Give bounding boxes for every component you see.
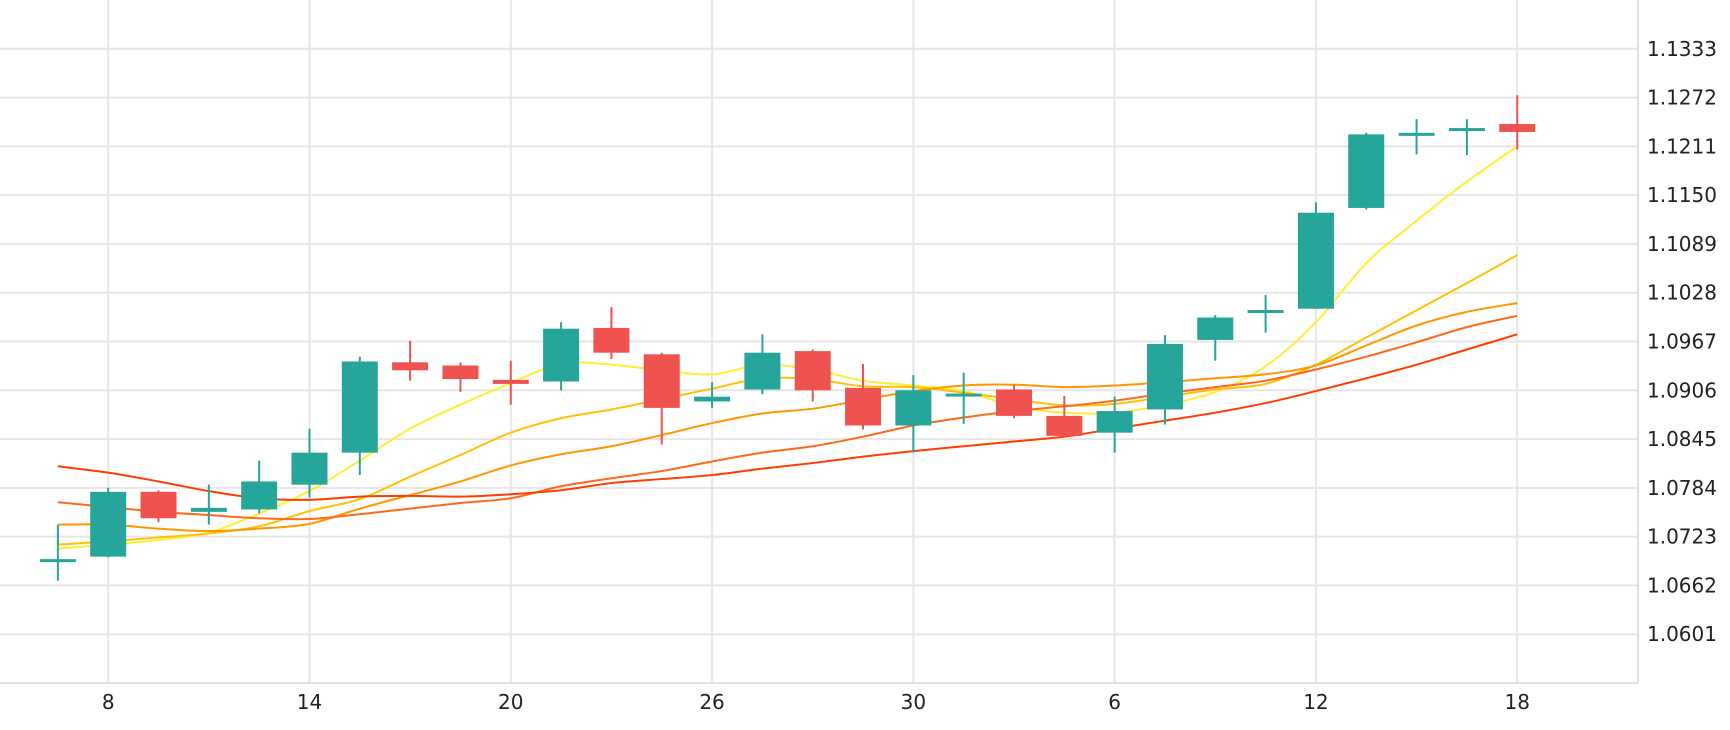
candle — [593, 307, 630, 360]
candle-body — [744, 352, 781, 390]
candle-body — [694, 396, 731, 402]
candle-body — [1499, 123, 1536, 132]
candle-body — [1297, 212, 1334, 309]
x-tick-label: 26 — [699, 690, 724, 714]
candle-body — [1398, 132, 1435, 136]
candle — [241, 460, 278, 514]
candle — [140, 490, 177, 523]
axes — [0, 0, 1639, 684]
candle — [1096, 396, 1133, 453]
y-tick-label: 1.1272 — [1647, 86, 1717, 110]
x-tick-label: 20 — [498, 690, 523, 714]
candle — [1398, 119, 1435, 155]
x-tick-label: 14 — [297, 690, 322, 714]
candle — [643, 352, 680, 445]
candle — [845, 363, 882, 430]
candle-body — [140, 491, 177, 519]
candle-body — [341, 361, 378, 453]
candle — [90, 487, 127, 558]
candle-body — [1348, 134, 1385, 208]
y-tick-label: 1.0967 — [1647, 330, 1717, 354]
candle — [895, 375, 932, 453]
candle-body — [1247, 310, 1284, 314]
y-tick-label: 1.1028 — [1647, 281, 1717, 305]
moving-average-line — [57, 333, 1518, 501]
y-axis-tick-labels: 1.0601 1.0662 1.0723 1.0784 1.0845 1.0906 1.09… — [1647, 37, 1717, 646]
x-tick-label: 30 — [901, 690, 926, 714]
candle — [1348, 132, 1385, 210]
candle — [996, 384, 1032, 419]
y-tick-label: 1.0662 — [1647, 573, 1717, 597]
candle — [190, 484, 227, 525]
y-tick-label: 1.1150 — [1647, 183, 1717, 207]
moving-average-lines — [57, 145, 1518, 550]
y-tick-label: 1.1089 — [1647, 232, 1717, 256]
y-tick-label: 1.0906 — [1647, 378, 1717, 402]
y-tick-label: 1.0845 — [1647, 427, 1717, 451]
candle-body — [442, 365, 479, 380]
candle-body — [291, 452, 328, 485]
candle-body — [543, 328, 580, 382]
candle-body — [1197, 317, 1234, 340]
grid-lines — [0, 0, 1638, 683]
candle — [794, 349, 831, 402]
candle — [1297, 202, 1334, 309]
x-tick-label: 18 — [1504, 690, 1529, 714]
candle — [744, 334, 781, 395]
y-tick-label: 1.1211 — [1647, 134, 1717, 158]
candle-body — [1448, 128, 1485, 132]
candle — [39, 524, 76, 581]
candle — [945, 372, 982, 424]
candle-body — [39, 559, 76, 563]
candle-body — [1046, 415, 1083, 436]
candle-body — [643, 354, 680, 408]
candle-body — [945, 393, 982, 397]
candle — [1197, 315, 1234, 361]
candle-body — [1146, 343, 1183, 410]
y-tick-label: 1.0723 — [1647, 525, 1717, 549]
candle-body — [845, 387, 882, 426]
moving-average-line — [57, 254, 1518, 546]
candle-body — [794, 351, 831, 391]
candle — [442, 362, 479, 392]
candle — [1448, 119, 1485, 156]
candle-body — [190, 507, 227, 512]
candle — [1046, 395, 1083, 437]
candle-body — [392, 362, 429, 371]
moving-average-line — [57, 314, 1518, 521]
candle — [694, 382, 731, 408]
candle-body — [241, 481, 278, 510]
y-tick-label: 1.0601 — [1647, 622, 1717, 646]
candle-body — [1096, 411, 1133, 433]
x-axis-tick-labels: 8 14 20 26 30 6 12 18 — [102, 690, 1530, 714]
candle-body — [895, 390, 932, 426]
candle-body — [996, 389, 1032, 416]
candle — [1247, 295, 1284, 333]
y-tick-label: 1.0784 — [1647, 476, 1717, 500]
moving-average-line — [57, 302, 1518, 533]
candle — [291, 428, 328, 498]
candle-body — [492, 379, 529, 384]
candle — [492, 360, 529, 405]
candle — [543, 322, 580, 391]
candles — [39, 95, 1536, 581]
candle — [1146, 335, 1183, 425]
candle-body — [90, 491, 127, 557]
y-tick-label: 1.1333 — [1647, 37, 1717, 61]
candle — [1499, 95, 1536, 150]
x-tick-label: 6 — [1108, 690, 1121, 714]
candle — [392, 340, 429, 381]
x-tick-label: 8 — [102, 690, 115, 714]
x-tick-label: 12 — [1303, 690, 1328, 714]
candle — [341, 356, 378, 476]
candle-body — [593, 327, 630, 353]
